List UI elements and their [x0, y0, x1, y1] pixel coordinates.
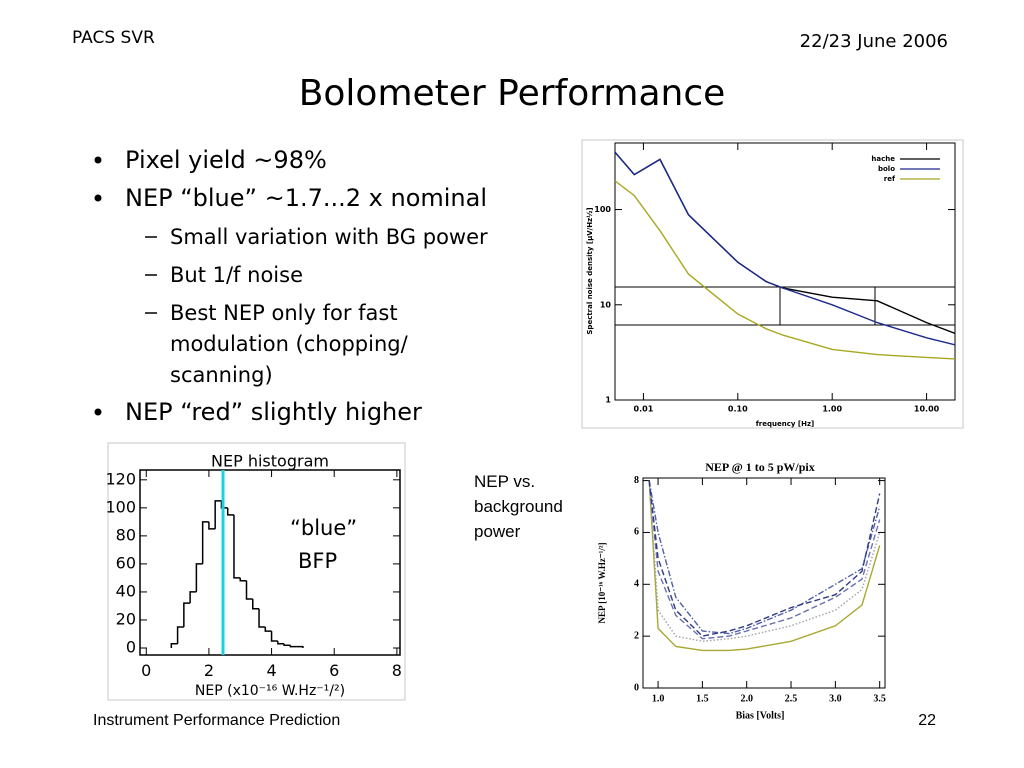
- footer-left: Instrument Performance Prediction: [93, 712, 340, 729]
- x-tick-label: 6: [329, 661, 339, 680]
- histogram-bar: [245, 580, 253, 600]
- y-tick-label: 6: [634, 527, 639, 538]
- x-tick-label: 2.5: [785, 693, 798, 704]
- header-right: 22/23 June 2006: [800, 31, 948, 52]
- histogram-bar: [183, 602, 191, 627]
- histogram-bar: [170, 643, 178, 648]
- x-tick-label: 4: [266, 661, 276, 680]
- y-tick-label: 0: [126, 637, 136, 656]
- y-tick-label: 100: [105, 497, 136, 516]
- histogram-bar: [264, 626, 272, 632]
- histogram-bar: [214, 500, 222, 529]
- histogram-bar: [189, 591, 197, 604]
- histogram-bar: [195, 563, 203, 592]
- histogram-bar: [176, 626, 184, 644]
- histogram-bar: [252, 598, 260, 610]
- x-tick-label: 3.5: [873, 693, 886, 704]
- legend-label: ref: [884, 175, 896, 183]
- chart-title: NEP histogram: [211, 452, 329, 471]
- bullet-dot: [94, 194, 102, 202]
- x-tick-label: 0.01: [634, 405, 654, 414]
- y-tick-label: 1: [605, 396, 611, 405]
- histogram-bar: [220, 500, 228, 509]
- sub-bullet-text: modulation (chopping/: [170, 332, 409, 356]
- x-tick-label: 10.00: [914, 405, 940, 414]
- y-tick-label: 120: [105, 469, 136, 488]
- x-tick-label: 8: [392, 661, 402, 680]
- histogram-bar: [226, 507, 234, 516]
- annotation: background: [474, 497, 563, 516]
- bullet-text: Pixel yield ~98%: [125, 146, 327, 174]
- annotation: NEP vs.: [474, 472, 535, 491]
- bullet-dot: [94, 408, 102, 416]
- bullet-text: NEP “red” slightly higher: [125, 398, 422, 426]
- y-tick-label: 100: [594, 205, 611, 214]
- header-left: PACS SVR: [72, 28, 155, 48]
- x-tick-label: 1.0: [652, 693, 665, 704]
- legend-label: bolo: [878, 165, 895, 173]
- y-tick-label: 4: [634, 579, 639, 590]
- histogram-bar: [258, 608, 266, 628]
- plot-frame: [614, 142, 956, 401]
- y-tick-label: 40: [116, 581, 136, 600]
- x-axis-label: NEP (x10⁻¹⁶ W.Hz⁻¹/²): [195, 683, 345, 699]
- x-axis-label: frequency [Hz]: [756, 420, 814, 428]
- histogram-bar: [270, 631, 278, 642]
- y-tick-label: 10: [600, 300, 612, 309]
- bullet-list: Pixel yield ~98% NEP “blue” ~1.7...2 x no…: [94, 146, 488, 426]
- y-tick-label: 20: [116, 609, 136, 628]
- histogram-bar: [239, 577, 247, 582]
- series-line: [615, 180, 955, 360]
- y-axis-label: NEP [10⁻¹⁶ W.Hz⁻¹/²]: [597, 542, 607, 623]
- sub-bullet-text: Best NEP only for fast: [170, 301, 398, 325]
- x-tick-label: 1.5: [696, 693, 709, 704]
- histogram-bar: [233, 514, 241, 579]
- annotation: BFP: [298, 549, 337, 573]
- y-tick-label: 2: [634, 630, 639, 641]
- sub-bullet-text: scanning): [170, 363, 273, 387]
- y-tick-label: 0: [634, 682, 639, 693]
- bullet-text: NEP “blue” ~1.7...2 x nominal: [125, 184, 487, 212]
- histogram-bar: [277, 640, 285, 645]
- legend-label: hache: [871, 155, 895, 163]
- page-number: 22: [918, 712, 936, 729]
- x-tick-label: 2.0: [740, 693, 753, 704]
- series-line: [615, 151, 955, 346]
- chart: 0.01 0.10 1.00 10.00 1 10 100 frequency [Hz] Spe…: [586, 142, 956, 428]
- image-frame: [107, 442, 406, 701]
- histogram-bar: [208, 521, 216, 530]
- series-line: [648, 480, 881, 652]
- plot-frame: [642, 477, 886, 689]
- chart-title: NEP @ 1 to 5 pW/pix: [705, 460, 815, 474]
- histogram-bar: [296, 645, 304, 648]
- slide-title: Bolometer Performance: [299, 73, 726, 114]
- histogram-bar: [283, 643, 291, 646]
- series-line: [648, 480, 881, 640]
- annotation: “blue”: [290, 516, 357, 540]
- y-axis-label: Spectral noise density [µV/Hz½]: [586, 207, 594, 334]
- sub-bullet-text: But 1/f noise: [170, 263, 303, 287]
- y-tick-label: 80: [116, 525, 136, 544]
- chart: 1.0 1.5 2.0 2.5 3.0 3.5 0 2 4 6 8 NEP @ 1 to 5 pW/p…: [597, 460, 886, 722]
- x-tick-label: 1.00: [822, 405, 842, 414]
- plot-frame: [139, 469, 401, 656]
- x-tick-label: 0: [141, 661, 151, 680]
- series-line: [648, 480, 881, 637]
- y-tick-label: 60: [116, 553, 136, 572]
- y-tick-label: 8: [634, 475, 639, 486]
- annotation: power: [474, 522, 521, 541]
- x-tick-label: 3.0: [829, 693, 842, 704]
- series-line: [648, 480, 881, 643]
- x-axis-label: Bias [Volts]: [736, 710, 785, 721]
- histogram-bar: [201, 521, 209, 564]
- sub-bullet-text: Small variation with BG power: [170, 225, 488, 249]
- series-line: [648, 480, 881, 635]
- x-tick-label: 0.10: [728, 405, 748, 414]
- x-tick-label: 2: [204, 661, 214, 680]
- bullet-dot: [94, 156, 102, 164]
- histogram-bar: [289, 645, 297, 648]
